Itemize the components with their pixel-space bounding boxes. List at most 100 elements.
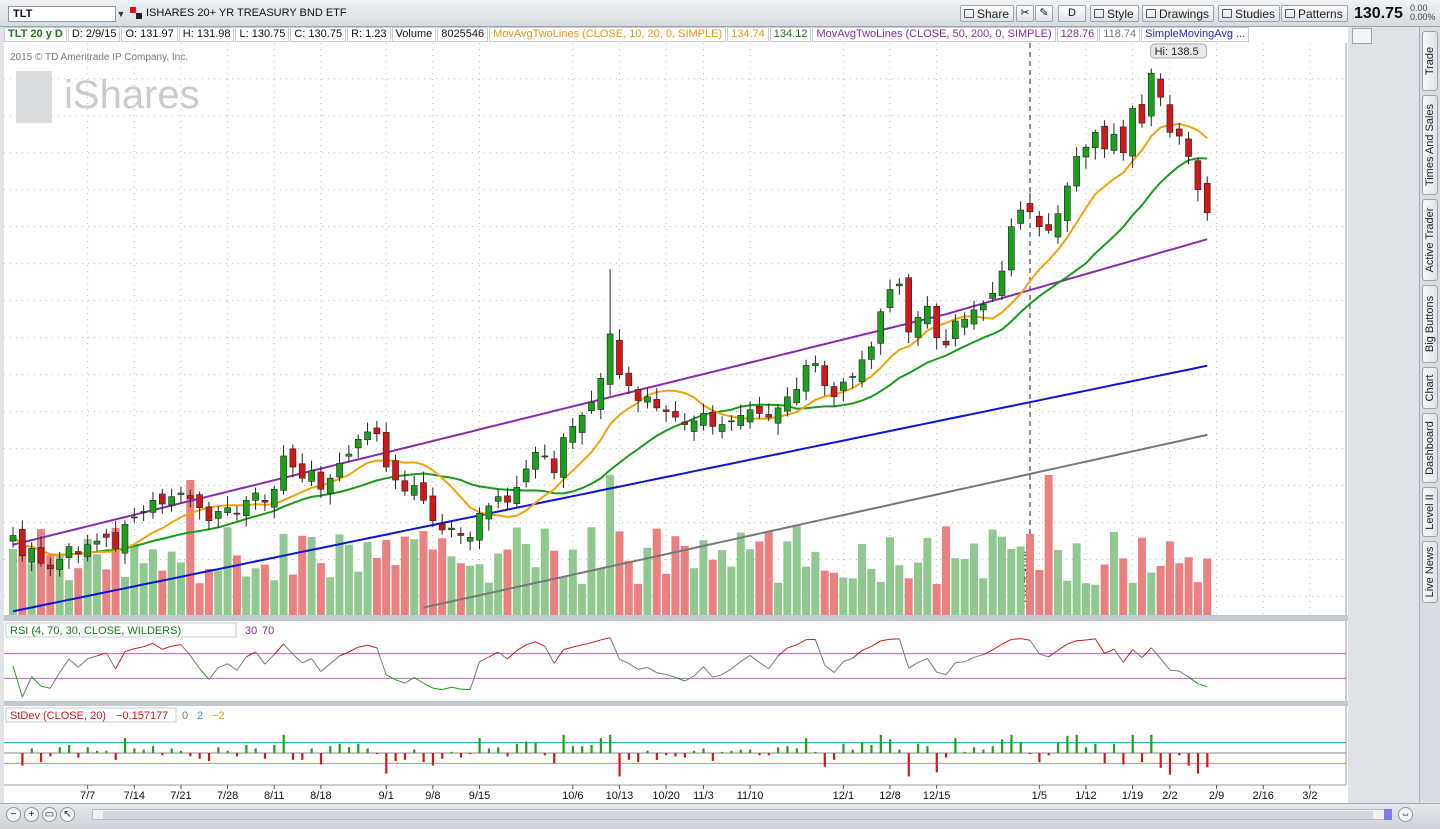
stdev-bar [347,747,351,753]
volume-bar [46,554,55,615]
sidebar-tab-trade[interactable]: Trade [1422,31,1438,91]
rsi-segment [134,646,144,650]
rsi-segment [21,676,33,698]
volume-bar [540,528,549,615]
ma1-label[interactable]: MovAvgTwoLines (CLOSE, 10, 20, 0, SIMPLE… [489,27,727,42]
volume-bar [997,536,1006,615]
period-button[interactable]: D [1058,5,1086,22]
patterns-button[interactable]: Patterns [1281,5,1348,22]
rsi-segment [451,686,461,690]
volume-bar [1147,572,1156,615]
candle-body [177,492,185,495]
rsi-segment [833,661,844,673]
stdev-bar [235,753,239,757]
style-icon [1094,9,1104,18]
chart-header-row: TLT 20 y D D: 2/9/15 O: 131.97 H: 131.98 L: … [4,27,1348,43]
share-button[interactable]: Share [960,5,1015,22]
chart-canvas[interactable]: 2014 year Hi: 138.5 11011211411611812012… [4,43,1348,803]
aggregation-label[interactable]: TLT 20 y D [4,27,67,42]
pointer-icon[interactable]: ↖ [60,807,75,822]
stdev-bar [1131,734,1134,753]
chart-area[interactable]: 2014 year Hi: 138.5 11011211411611812012… [4,43,1348,803]
stdev-bar [506,753,509,757]
volume-bar [354,571,363,615]
sidebar-tab-times-and-sales[interactable]: Times And Sales [1422,95,1438,195]
scroll-right-icon[interactable] [1384,809,1392,820]
rsi-segment [180,644,191,656]
chart-toolbar: TLT ▼ ISHARES 20+ YR TREASURY BND ETF Sh… [0,0,1440,27]
pencil-tool-icon[interactable]: ✎ [1035,5,1053,22]
rsi-label-box [5,622,237,638]
scroll-thumb[interactable] [103,811,1373,819]
time-tick-label: 10/20 [652,790,680,802]
time-tick-label: 7/28 [217,790,238,802]
stdev-bar [907,753,910,777]
stdev-bar [385,753,388,774]
time-scrollbar[interactable] [92,809,1392,820]
share-icon [964,9,974,18]
candle-body [1185,138,1192,157]
candle-body [1203,182,1211,214]
sidebar-tab-big-buttons[interactable]: Big Buttons [1422,285,1438,363]
volume-bar [634,583,643,615]
studies-button[interactable]: Studies [1218,5,1281,22]
candle-body [56,559,63,570]
price-change: 0.00 0.00% [1410,4,1436,22]
candle-body [270,488,278,508]
symbol-dropdown-icon[interactable]: ▼ [116,9,126,19]
symbol-input[interactable]: TLT [8,6,116,22]
sidebar-tab-live-news[interactable]: Live News [1422,541,1438,603]
candle-body [65,546,73,558]
time-tick-label: 2/9 [1209,790,1224,802]
rsi-segment [171,644,182,647]
crosshair-tool-icon[interactable]: ✂ [1016,5,1034,22]
rsi-segment [647,667,658,674]
sidebar-tab-dashboard[interactable]: Dashboard [1422,413,1438,483]
volume-bar [1053,549,1062,615]
candle-body [541,455,549,458]
volume-bar [858,543,867,615]
style-label: Style [1107,7,1134,21]
price-candles[interactable]: Hi: 138.5 [9,43,1211,577]
ma2-label[interactable]: MovAvgTwoLines (CLOSE, 50, 200, 0, SIMPL… [812,27,1056,42]
volume-bar [64,580,73,615]
zoom-fit-icon[interactable]: ▭ [42,807,57,822]
rsi-segment [992,643,1003,651]
stdev-bar [581,746,584,753]
sidebar-tab-level-ii[interactable]: Level II [1422,487,1438,537]
rsi-segment [385,674,396,681]
rsi-segment [395,679,406,684]
volume-bar [372,557,381,615]
sma-label[interactable]: SimpleMovingAvg ... [1141,27,1250,42]
rsi-segment [740,655,751,662]
zoom-out-icon[interactable]: − [6,807,21,822]
stdev-bar [739,749,742,753]
sidebar-tab-chart[interactable]: Chart [1422,367,1438,409]
style-button[interactable]: Style [1090,5,1139,22]
rsi-segment [731,661,742,670]
time-tick-label: 1/12 [1075,790,1096,802]
candle-body [756,405,763,414]
candle-body [924,305,931,325]
rsi-segment [908,662,919,669]
sidebar-tab-active-trader[interactable]: Active Trader [1422,199,1438,281]
time-tick-label: 8/11 [264,790,285,802]
volume-label[interactable]: Volume [391,27,437,42]
rsi-segment [40,685,51,689]
drawings-button[interactable]: Drawings [1142,5,1215,22]
symbol-link-icon[interactable] [130,7,142,20]
rsi-segment [68,658,79,668]
expand-icon[interactable]: ⇔ [1398,807,1413,822]
volume-bar [410,539,419,615]
rsi-panel[interactable]: RSI (4, 70, 30, CLOSE, WILDERS)307010050… [4,622,1348,704]
stdev-bar [926,746,929,753]
stdev-bar [758,753,761,756]
rsi-segment [255,651,266,665]
stdev-bar [590,744,593,753]
zoom-in-icon[interactable]: + [24,807,39,822]
stdev-bar [413,749,416,753]
candle-body [420,482,427,501]
volume-bar [167,551,176,615]
chart-settings-icon[interactable] [1352,28,1372,44]
